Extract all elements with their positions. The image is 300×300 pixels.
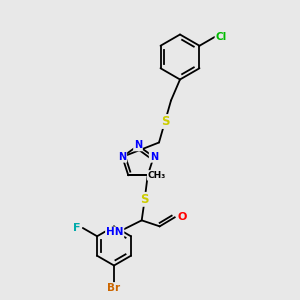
Text: Br: Br (107, 283, 121, 293)
Text: N: N (134, 140, 142, 151)
Text: N: N (118, 152, 126, 162)
Text: Cl: Cl (215, 32, 227, 42)
Text: S: S (140, 193, 149, 206)
Text: S: S (161, 115, 169, 128)
Text: CH₃: CH₃ (148, 171, 166, 180)
Text: HN: HN (106, 227, 123, 237)
Text: F: F (73, 223, 81, 233)
Text: N: N (150, 152, 158, 162)
Text: O: O (178, 212, 187, 222)
